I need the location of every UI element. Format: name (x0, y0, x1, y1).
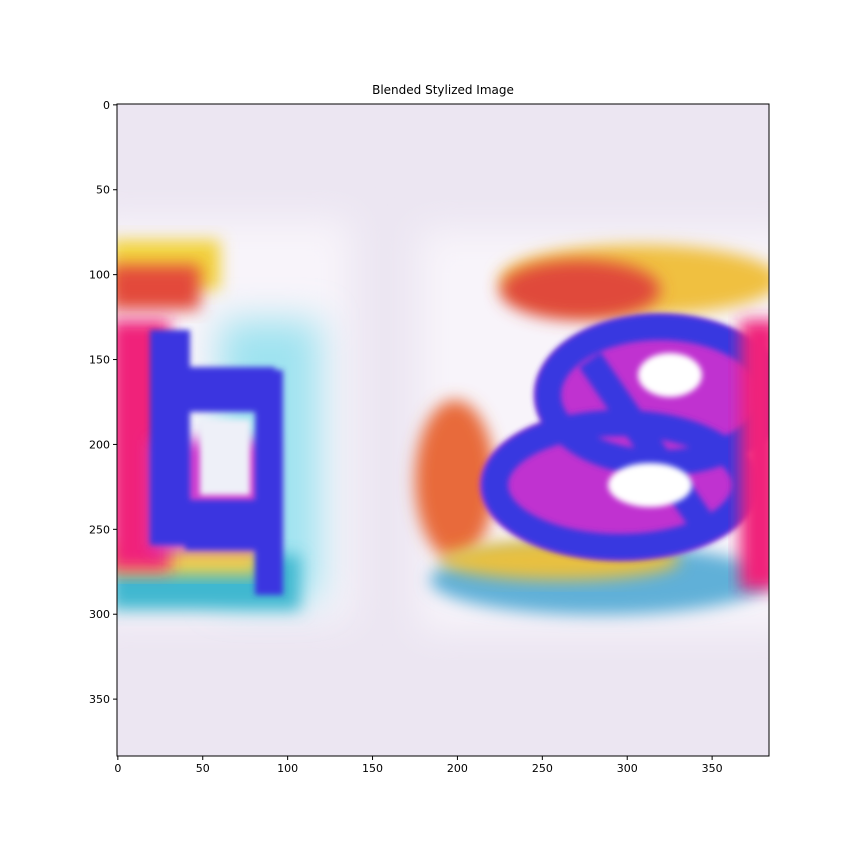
x-tick-label: 150 (362, 762, 383, 775)
y-tick-label: 50 (96, 184, 110, 197)
y-tick-label: 250 (89, 523, 110, 536)
x-tick-label: 100 (277, 762, 298, 775)
y-tick-label: 300 (89, 608, 110, 621)
x-tick-label: 200 (447, 762, 468, 775)
x-tick-label: 50 (196, 762, 210, 775)
chart-title: Blended Stylized Image (372, 83, 514, 97)
x-tick-label: 300 (617, 762, 638, 775)
y-tick-label: 150 (89, 354, 110, 367)
image (117, 104, 769, 756)
y-tick-label: 200 (89, 438, 110, 451)
x-tick-label: 250 (532, 762, 553, 775)
y-tick-label: 0 (103, 99, 110, 112)
axes-frame (116, 103, 770, 757)
x-tick-label: 0 (114, 762, 121, 775)
x-tick-label: 350 (702, 762, 723, 775)
y-tick-label: 350 (89, 693, 110, 706)
y-tick-label: 100 (89, 269, 110, 282)
